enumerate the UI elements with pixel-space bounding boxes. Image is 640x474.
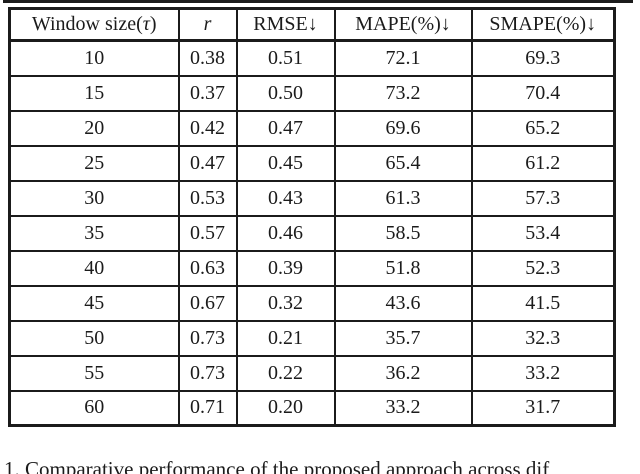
table-cell: 0.57 [177, 214, 238, 252]
table-row: 30 0.53 0.43 61.3 57.3 [8, 179, 616, 217]
table-cell: 10 [8, 39, 180, 77]
table-cell: 69.6 [333, 109, 473, 147]
table-row: 40 0.63 0.39 51.8 52.3 [8, 249, 616, 287]
table-cell: 52.3 [470, 249, 616, 287]
table-cell: 0.42 [177, 109, 238, 147]
header-text: SMAPE(%)↓ [489, 13, 597, 35]
table-cell: 35 [8, 214, 180, 252]
math-var: r [203, 13, 212, 35]
table-cell: 0.46 [235, 214, 336, 252]
table-row: 10 0.38 0.51 72.1 69.3 [8, 39, 616, 77]
column-header-0: Window size(τ) [8, 7, 180, 42]
table-row: 20 0.42 0.47 69.6 65.2 [8, 109, 616, 147]
column-header-4: SMAPE(%)↓ [470, 7, 616, 42]
table-cell: 0.51 [235, 39, 336, 77]
table-cell: 65.4 [333, 144, 473, 182]
table-row: 25 0.47 0.45 65.4 61.2 [8, 144, 616, 182]
table-cell: 0.45 [235, 144, 336, 182]
table-cell: 0.37 [177, 74, 238, 112]
table-cell: 32.3 [470, 319, 616, 357]
table-cell: 69.3 [470, 39, 616, 77]
table-cell: 57.3 [470, 179, 616, 217]
table-row: 55 0.73 0.22 36.2 33.2 [8, 354, 616, 392]
table-cell: 72.1 [333, 39, 473, 77]
header-text: MAPE(%)↓ [355, 13, 451, 35]
table-cell: 25 [8, 144, 180, 182]
table-cell: 0.71 [177, 389, 238, 427]
table-cell: 20 [8, 109, 180, 147]
table-row: 60 0.71 0.20 33.2 31.7 [8, 389, 616, 427]
table-cell: 36.2 [333, 354, 473, 392]
table-row: 35 0.57 0.46 58.5 53.4 [8, 214, 616, 252]
table-cell: 0.43 [235, 179, 336, 217]
math-var: τ [142, 13, 150, 35]
table-cell: 15 [8, 74, 180, 112]
table-cell: 0.20 [235, 389, 336, 427]
table-cell: 0.47 [235, 109, 336, 147]
table-cell: 0.39 [235, 249, 336, 287]
table-cell: 53.4 [470, 214, 616, 252]
results-table: Window size(τ) r RMSE↓ MAPE(%)↓ SMAPE(%)↓ 10… [8, 7, 616, 427]
table-cell: 45 [8, 284, 180, 322]
table-cell: 55 [8, 354, 180, 392]
header-text: ) [149, 13, 157, 35]
table-cell: 41.5 [470, 284, 616, 322]
table-caption: 1. Comparative performance of the propos… [4, 457, 550, 474]
table-cell: 31.7 [470, 389, 616, 427]
table-cell: 33.2 [333, 389, 473, 427]
table-cell: 0.53 [177, 179, 238, 217]
column-header-1: r [177, 7, 238, 42]
table-row: 15 0.37 0.50 73.2 70.4 [8, 74, 616, 112]
table-cell: 51.8 [333, 249, 473, 287]
table-row: 45 0.67 0.32 43.6 41.5 [8, 284, 616, 322]
table-cell: 50 [8, 319, 180, 357]
table-cell: 61.3 [333, 179, 473, 217]
table-cell: 0.38 [177, 39, 238, 77]
table-cell: 33.2 [470, 354, 616, 392]
table-cell: 35.7 [333, 319, 473, 357]
column-header-2: RMSE↓ [235, 7, 336, 42]
table-cell: 0.21 [235, 319, 336, 357]
column-header-3: MAPE(%)↓ [333, 7, 473, 42]
table-cell: 73.2 [333, 74, 473, 112]
table-cell: 0.32 [235, 284, 336, 322]
table-cell: 60 [8, 389, 180, 427]
table-cell: 65.2 [470, 109, 616, 147]
header-text: Window size( [31, 13, 143, 35]
table-cell: 0.73 [177, 319, 238, 357]
table-cell: 43.6 [333, 284, 473, 322]
header-text: RMSE↓ [253, 13, 318, 35]
table-header-row: Window size(τ) r RMSE↓ MAPE(%)↓ SMAPE(%)↓ [8, 7, 616, 42]
table-cell: 58.5 [333, 214, 473, 252]
table-cell: 0.50 [235, 74, 336, 112]
top-rule-divider [3, 0, 633, 3]
table-cell: 0.63 [177, 249, 238, 287]
table-cell: 0.47 [177, 144, 238, 182]
table-cell: 70.4 [470, 74, 616, 112]
table-cell: 61.2 [470, 144, 616, 182]
table-row: 50 0.73 0.21 35.7 32.3 [8, 319, 616, 357]
table-cell: 0.67 [177, 284, 238, 322]
table-cell: 0.22 [235, 354, 336, 392]
table-cell: 40 [8, 249, 180, 287]
table-cell: 0.73 [177, 354, 238, 392]
table-cell: 30 [8, 179, 180, 217]
